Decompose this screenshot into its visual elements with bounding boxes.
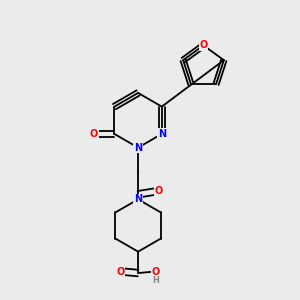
Text: O: O [152, 267, 160, 277]
Text: O: O [155, 186, 163, 196]
Text: O: O [200, 40, 208, 50]
Text: N: N [134, 194, 142, 204]
Text: O: O [116, 267, 124, 277]
Text: N: N [134, 142, 142, 153]
Text: O: O [89, 129, 98, 139]
Text: H: H [152, 276, 159, 285]
Text: N: N [158, 129, 166, 139]
